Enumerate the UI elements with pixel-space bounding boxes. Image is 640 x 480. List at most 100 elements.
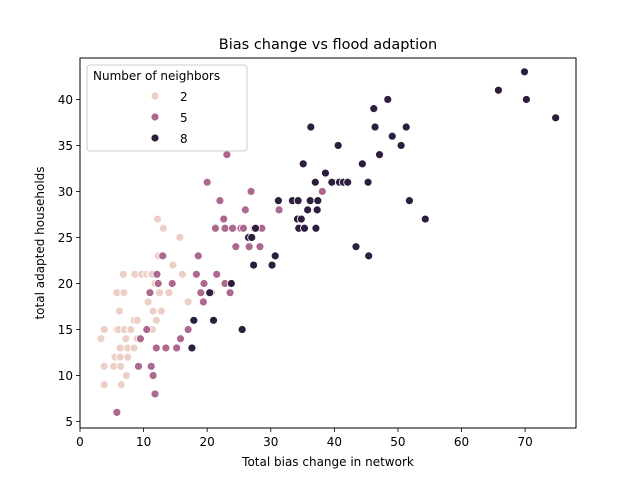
data-point-neighbors-2 (118, 269, 128, 279)
data-point-neighbors-8 (270, 251, 280, 261)
data-point-neighbors-8 (251, 223, 260, 233)
data-point-neighbors-2 (177, 269, 187, 279)
data-point-neighbors-2 (99, 361, 109, 371)
data-point-neighbors-5 (198, 297, 208, 307)
data-point-neighbors-8 (401, 122, 411, 132)
data-point-neighbors-5 (167, 279, 177, 288)
data-point-neighbors-5 (134, 361, 143, 371)
y-tick-label: 35 (58, 139, 73, 153)
data-point-neighbors-5 (196, 288, 206, 298)
data-point-neighbors-8 (247, 233, 257, 242)
data-point-neighbors-2 (126, 325, 136, 334)
data-point-neighbors-8 (189, 315, 199, 325)
data-point-neighbors-8 (226, 279, 236, 288)
data-point-neighbors-2 (143, 297, 153, 307)
x-tick-label: 20 (200, 435, 215, 449)
data-point-neighbors-5 (151, 343, 161, 353)
x-tick-label: 10 (136, 435, 151, 449)
data-point-neighbors-5 (219, 214, 229, 224)
data-point-neighbors-5 (246, 187, 256, 196)
data-point-neighbors-8 (420, 214, 430, 224)
data-point-neighbors-5 (183, 325, 193, 334)
legend-label-2: 2 (180, 90, 188, 104)
data-point-neighbors-8 (249, 260, 259, 270)
data-point-neighbors-8 (205, 288, 215, 298)
data-point-neighbors-2 (148, 306, 158, 316)
data-point-neighbors-2 (132, 315, 142, 325)
data-point-neighbors-2 (99, 380, 109, 390)
data-point-neighbors-2 (158, 223, 168, 233)
data-point-neighbors-5 (152, 269, 162, 279)
data-point-neighbors-8 (296, 214, 306, 224)
data-point-neighbors-8 (357, 159, 367, 169)
data-point-neighbors-8 (187, 343, 197, 353)
data-point-neighbors-5 (136, 334, 145, 344)
data-point-neighbors-8 (310, 177, 320, 187)
data-point-neighbors-8 (343, 177, 353, 187)
data-point-neighbors-2 (115, 352, 125, 362)
data-point-neighbors-8 (313, 196, 323, 206)
data-point-neighbors-2 (151, 315, 161, 325)
data-point-neighbors-5 (274, 205, 284, 215)
data-point-neighbors-8 (364, 251, 374, 261)
data-point-neighbors-8 (351, 242, 361, 252)
data-point-neighbors-5 (222, 150, 232, 160)
data-point-neighbors-8 (303, 205, 313, 215)
data-point-neighbors-5 (191, 269, 201, 279)
legend-title: Number of neighbors (93, 69, 220, 83)
plot-frame (79, 57, 577, 429)
x-tick-label: 40 (327, 435, 342, 449)
data-point-neighbors-2 (175, 233, 185, 242)
data-point-neighbors-2 (115, 343, 125, 353)
data-point-neighbors-5 (211, 223, 220, 233)
legend-box (86, 64, 248, 152)
data-point-neighbors-5 (255, 242, 265, 252)
data-point-neighbors-5 (228, 223, 238, 233)
data-point-neighbors-8 (551, 113, 561, 123)
x-tick-label: 60 (454, 435, 469, 449)
data-point-neighbors-2 (121, 334, 131, 344)
data-point-neighbors-8 (312, 205, 322, 215)
data-point-neighbors-8 (327, 177, 337, 187)
data-point-neighbors-2 (164, 288, 174, 298)
data-point-neighbors-5 (240, 205, 250, 215)
data-point-neighbors-8 (300, 223, 309, 233)
data-point-neighbors-5 (148, 371, 158, 380)
data-point-neighbors-8 (298, 159, 308, 169)
data-point-neighbors-8 (305, 196, 315, 206)
data-point-neighbors-8 (396, 141, 406, 150)
data-point-neighbors-8 (520, 67, 529, 77)
y-tick-label: 40 (58, 93, 73, 107)
data-point-neighbors-8 (363, 177, 373, 187)
y-tick-label: 15 (58, 323, 73, 337)
data-point-neighbors-2 (123, 352, 133, 362)
data-point-neighbors-5 (215, 196, 225, 206)
data-point-neighbors-8 (293, 196, 303, 206)
data-point-neighbors-2 (116, 361, 126, 371)
data-point-neighbors-5 (158, 251, 168, 261)
data-point-neighbors-8 (494, 85, 503, 95)
data-point-neighbors-8 (369, 104, 379, 114)
data-point-neighbors-8 (321, 168, 330, 178)
data-point-neighbors-8 (306, 122, 316, 132)
data-point-neighbors-8 (273, 196, 283, 206)
data-point-neighbors-5 (145, 288, 155, 298)
data-point-neighbors-5 (172, 343, 182, 353)
data-point-neighbors-8 (209, 315, 218, 325)
data-point-neighbors-5 (225, 288, 235, 298)
legend-marker-8 (150, 133, 160, 143)
data-point-neighbors-8 (522, 95, 531, 104)
data-point-neighbors-2 (156, 306, 166, 316)
data-point-neighbors-5 (199, 279, 209, 288)
legend-label-5: 5 (180, 111, 188, 125)
data-point-neighbors-8 (387, 131, 397, 141)
data-point-neighbors-5 (146, 361, 156, 371)
data-point-neighbors-2 (153, 214, 162, 224)
legend: Number of neighbors 2 5 8 (86, 64, 248, 152)
data-point-neighbors-2 (129, 343, 139, 353)
data-point-neighbors-2 (155, 288, 164, 298)
data-point-neighbors-5 (244, 242, 254, 252)
data-point-neighbors-2 (119, 288, 129, 298)
data-point-neighbors-5 (142, 325, 152, 334)
